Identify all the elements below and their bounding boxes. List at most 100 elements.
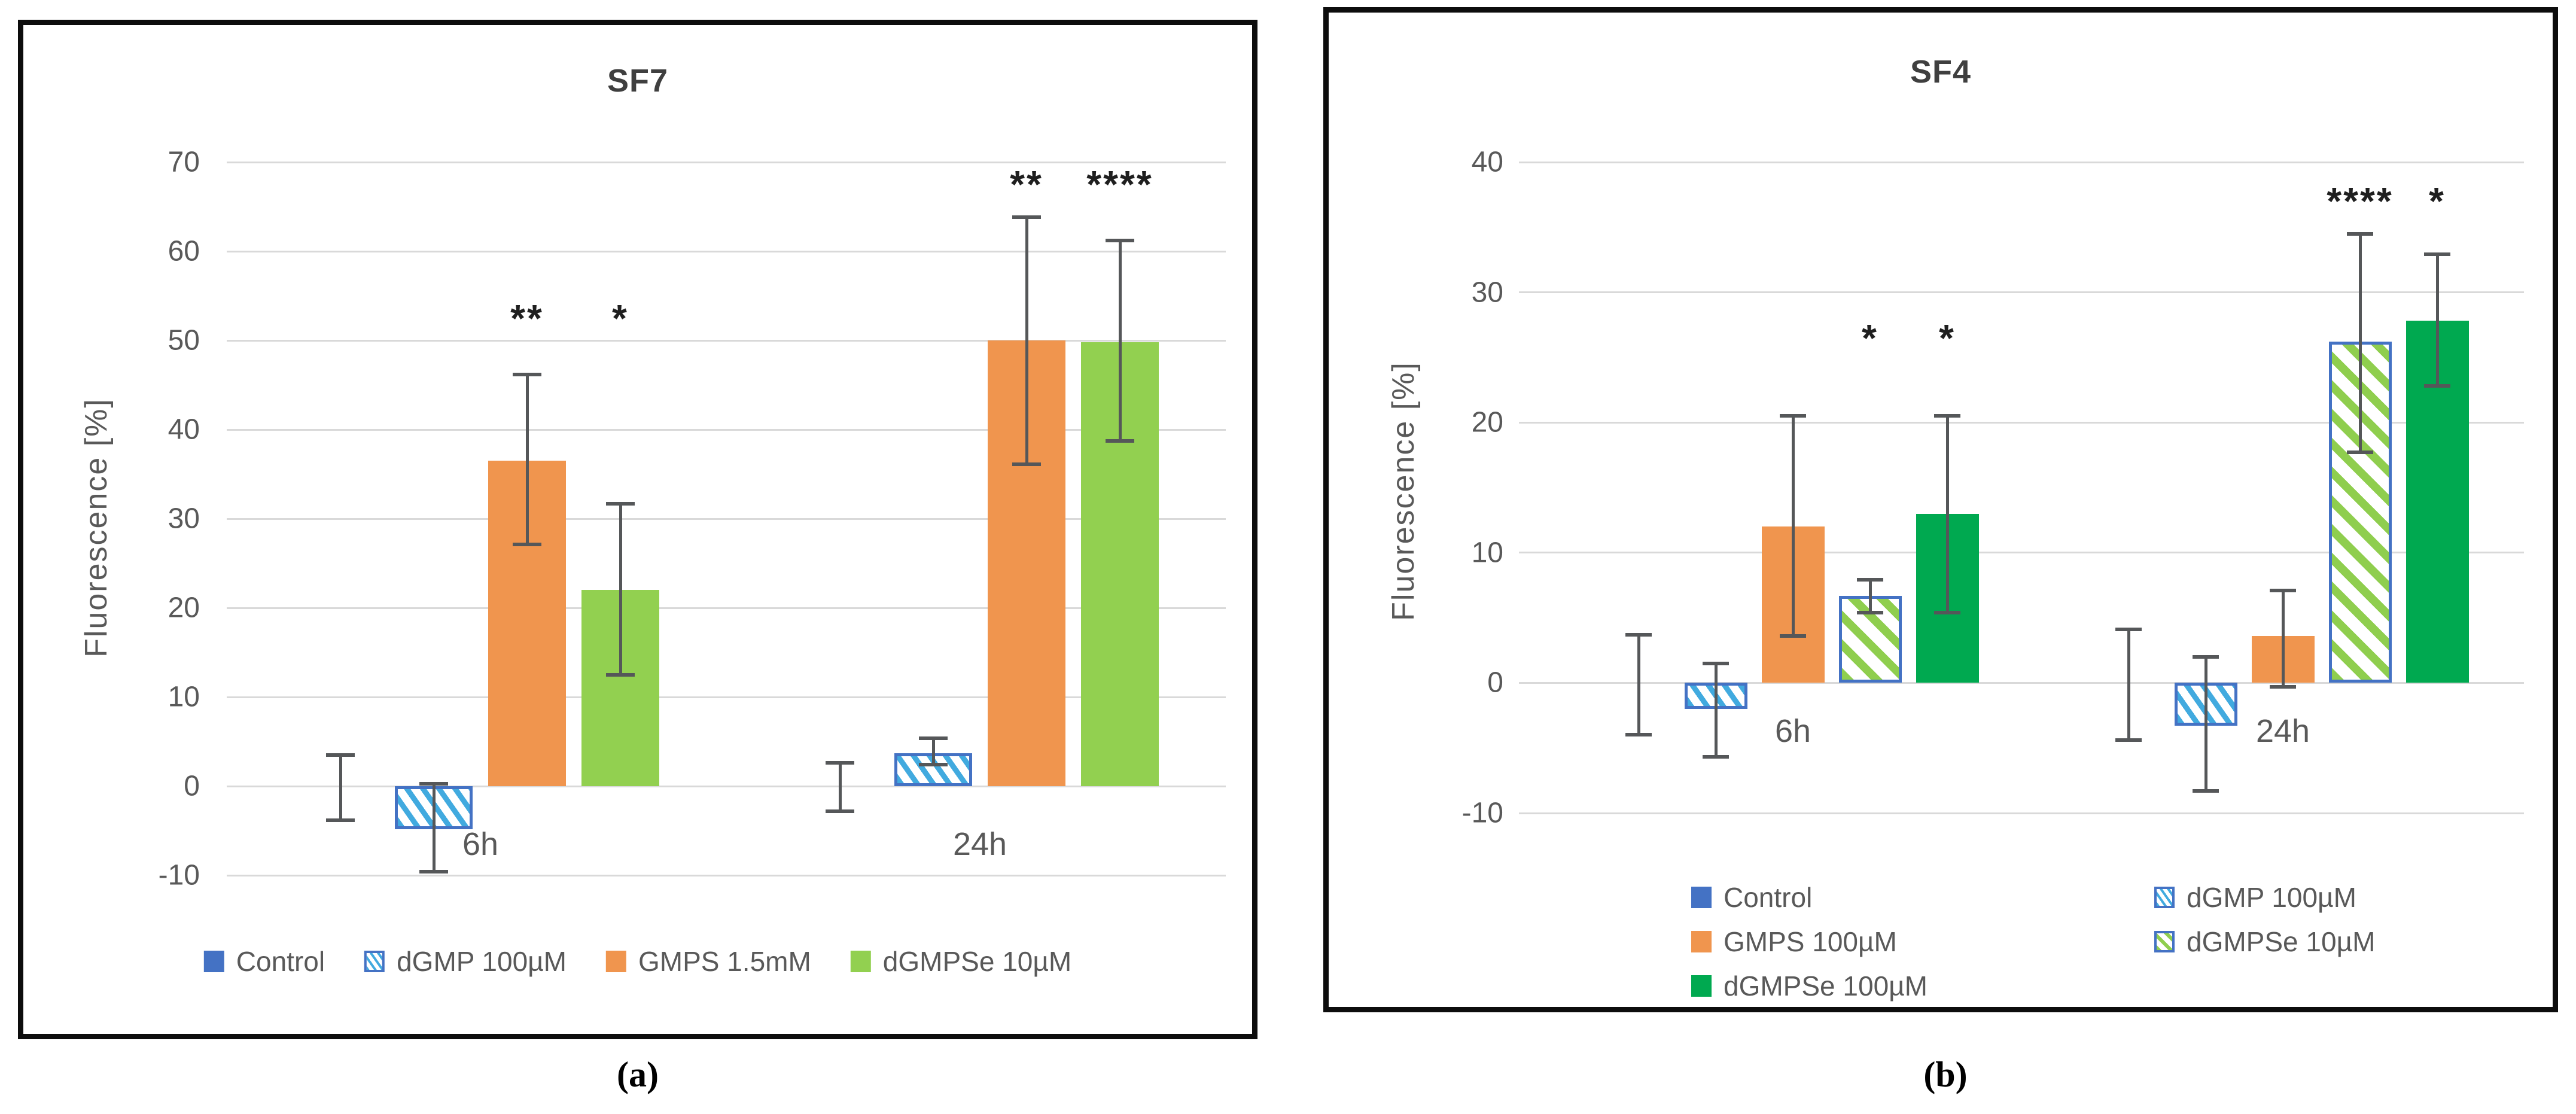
error-bar-cap [1703,755,1729,759]
subfigure-caption-a: (a) [617,1055,659,1094]
error-bar-dgmpse-10-m-24h [2358,233,2362,453]
error-bar-dgmp-100-m-6h [1714,663,1718,757]
legend-item-control: Control [1691,881,1812,914]
y-tick-label: 60 [168,235,200,267]
error-bar-cap [513,372,541,376]
error-bar-cap [2193,655,2219,659]
error-bar-dgmpse-10-m-6h [619,503,622,675]
error-bar-dgmp-100-m-24h [931,738,935,765]
gridline [227,339,1226,342]
error-bar-cap [419,870,448,874]
legend-label: Control [236,946,325,977]
error-bar-cap [2424,252,2450,257]
error-bar-cap [2347,232,2373,236]
legend-label: dGMPSe 10µM [2187,926,2376,957]
significance-marker: **** [2327,179,2394,223]
error-bar-cap [1780,634,1806,638]
significance-marker: * [2429,179,2446,223]
error-bar-cap [1857,578,1883,582]
legend-swatch-dgmpse-10-m [2154,931,2175,952]
gridline [227,874,1226,876]
legend-label: GMPS 1.5mM [638,946,811,977]
significance-marker: **** [1086,163,1153,206]
legend-swatch-dgmpse-100-m [1691,975,1712,997]
significance-marker: ** [1010,163,1043,206]
error-bar-gmps-1-5mm-24h [1025,217,1028,465]
error-bar-dgmp-100-m-24h [2204,656,2207,791]
y-axis-label: Fluorescence [%] [1386,361,1421,621]
error-bar-cap [919,736,948,740]
legend-item-gmps-100-m: GMPS 100µM [1691,926,1897,958]
legend-label: dGMP 100µM [2187,882,2356,913]
error-bar-dgmpse-10-m-6h [1868,580,1872,613]
error-bar-cap [2115,628,2142,632]
error-bar-cap [1703,661,1729,665]
y-tick-label: 40 [168,413,200,446]
gridline [227,428,1226,431]
error-bar-gmps-100-m-6h [1791,416,1795,637]
error-bar-gmps-100-m-24h [2281,590,2285,687]
significance-marker: * [1939,316,1956,360]
legend-label: dGMP 100µM [397,946,567,977]
legend-swatch-gmps-1-5mm [605,951,626,972]
significance-marker: * [1862,316,1878,360]
error-bar-cap [1857,610,1883,614]
legend-item-dgmp-100-m: dGMP 100µM [2154,881,2356,914]
legend-label: dGMPSe 10µM [882,946,1072,977]
legend-item-gmps-1-5mm: GMPS 1.5mM [605,945,811,978]
error-bar-cap [2270,684,2296,689]
error-bar-cap [513,543,541,547]
gridline [227,785,1226,787]
error-bar-cap [1934,610,1960,614]
y-tick-label: 50 [168,324,200,357]
legend-swatch-dgmp-100-m [364,951,385,972]
error-bar-cap [326,753,355,757]
error-bar-cap [2270,588,2296,592]
chart-title-sf4: SF4 [1910,54,1972,90]
error-bar-cap [2424,384,2450,388]
error-bar-cap [1934,414,1960,418]
category-label-24h: 24h [2255,713,2310,749]
y-tick-label: 30 [168,503,200,535]
legend-label: GMPS 100µM [1724,926,1897,957]
gridline [1519,161,2524,163]
error-bar-gmps-1-5mm-6h [525,374,529,545]
error-bar-control-24h [2127,629,2130,741]
error-bar-cap [1780,414,1806,418]
error-bar-control-6h [339,754,342,820]
error-bar-cap [419,781,448,786]
error-bar-cap [1625,733,1652,737]
gridline [227,161,1226,163]
legend-item-dgmp-100-m: dGMP 100µM [364,945,567,978]
y-tick-label: 0 [184,770,200,802]
legend-label: dGMPSe 100µM [1724,970,1928,1002]
y-axis-label: Fluorescence [%] [79,398,114,658]
error-bar-cap [1106,439,1134,443]
sf7-chart-panel: SF7 Fluorescence [%] 70 60 50 40 30 20 10 0 -10 *… [18,20,1257,1039]
category-label-6h: 6h [462,826,499,862]
legend-swatch-control [203,951,224,972]
error-bar-cap [919,763,948,767]
error-bar-cap [2347,451,2373,455]
y-tick-label: 30 [1471,276,1503,309]
legend-swatch-dgmpse-10-m [850,951,871,972]
chart-title-sf7: SF7 [607,63,669,99]
subfigure-caption-b: (b) [1923,1055,1968,1094]
error-bar-cap [326,818,355,822]
gridline [1519,681,2524,684]
legend: Control dGMP 100µM GMPS 1.5mM dGMPSe 10µM [203,945,1072,978]
y-tick-label: 20 [1471,406,1503,439]
gridline [227,250,1226,252]
legend-swatch-control [1691,887,1712,908]
y-tick-label: 0 [1487,666,1503,699]
legend-swatch-gmps-100-m [1691,931,1712,952]
error-bar-cap [1012,462,1041,467]
category-label-6h: 6h [1774,713,1811,749]
bar-dgmp-100-m-24h [894,753,972,786]
gridline [227,518,1226,520]
error-bar-cap [2115,738,2142,742]
legend-item-dgmpse-10-m: dGMPSe 10µM [2154,926,2375,958]
y-tick-label: 40 [1471,146,1503,178]
error-bar-dgmpse-100-m-24h [2435,254,2439,386]
